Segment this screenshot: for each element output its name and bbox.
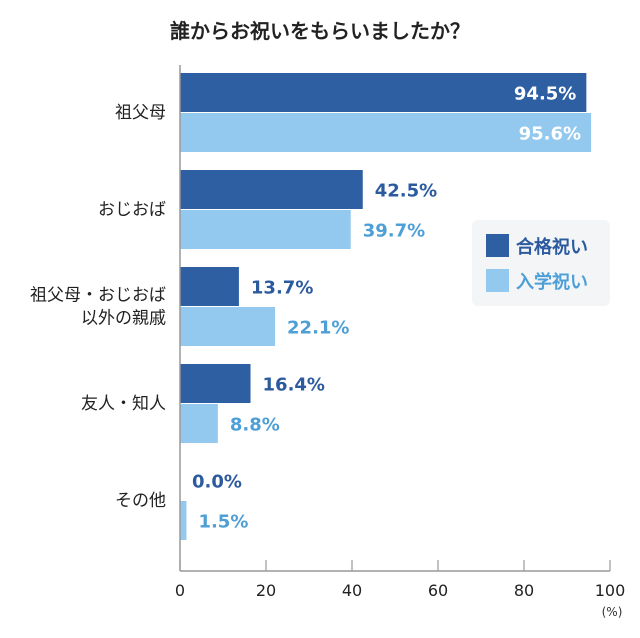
x-tick-label: 20: [256, 581, 276, 600]
category-label: 以外の親戚: [81, 309, 166, 329]
value-label: 39.7%: [363, 221, 425, 242]
x-tick-label: 100: [595, 581, 626, 600]
bar-0: [180, 170, 363, 209]
value-label: 95.6%: [519, 124, 581, 145]
legend: 合格祝い 入学祝い: [472, 220, 610, 306]
bar-1: [180, 307, 276, 346]
legend-background: [472, 220, 610, 306]
value-label: 8.8%: [230, 415, 280, 436]
x-tick-label: 60: [428, 581, 448, 600]
legend-swatch-0: [486, 234, 509, 257]
bar-0: [180, 364, 251, 403]
category-label: 友人・知人: [81, 394, 166, 414]
value-label: 1.5%: [198, 512, 248, 533]
bar-0: [180, 267, 239, 306]
bar-0: [180, 73, 587, 112]
legend-swatch-1: [486, 269, 509, 292]
value-label: 22.1%: [287, 318, 349, 339]
value-label: 0.0%: [192, 472, 242, 493]
bar-1: [180, 113, 592, 152]
x-tick-label: 80: [514, 581, 534, 600]
category-label: 祖父母・おじおば: [30, 286, 166, 306]
category-label: その他: [115, 491, 166, 511]
value-label: 16.4%: [263, 375, 325, 396]
value-label: 94.5%: [514, 84, 576, 105]
bar-1: [180, 501, 187, 540]
value-label: 42.5%: [375, 181, 437, 202]
bar-1: [180, 404, 218, 443]
x-unit-label: (%): [602, 605, 623, 619]
category-label: 祖父母: [115, 103, 166, 123]
value-label: 13.7%: [251, 278, 313, 299]
legend-label-0: 合格祝い: [516, 236, 588, 258]
bar-1: [180, 210, 351, 249]
chart-title: 誰からお祝いをもらいましたか？: [170, 19, 470, 43]
category-label: おじおば: [98, 200, 166, 220]
x-tick-label: 40: [342, 581, 362, 600]
legend-label-1: 入学祝い: [516, 271, 588, 293]
x-tick-label: 0: [175, 581, 185, 600]
